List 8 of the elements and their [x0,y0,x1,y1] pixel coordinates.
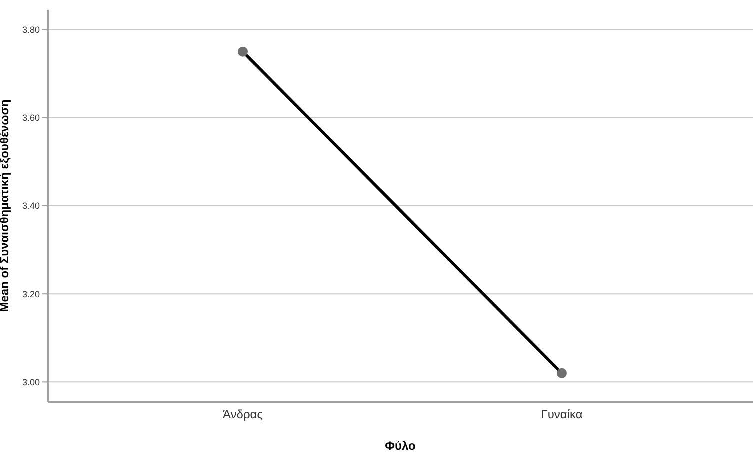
y-tick-label: 3.60 [22,113,40,124]
x-axis-title: Φύλο [385,439,416,453]
x-tick-label: Άνδρας [222,408,264,422]
y-tick-label: 3.00 [22,377,40,388]
y-tick-label: 3.20 [22,289,40,300]
y-tick-label: 3.80 [22,25,40,36]
x-tick-label: Γυναίκα [541,408,583,422]
y-tick-label: 3.40 [22,201,40,212]
